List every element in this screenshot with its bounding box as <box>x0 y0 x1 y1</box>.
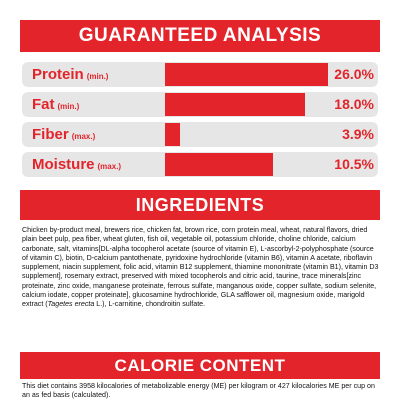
section-header: GUARANTEED ANALYSIS <box>20 20 380 52</box>
qualifier: (min.) <box>86 72 109 81</box>
nutrient-name: Fat <box>32 96 55 113</box>
nutrient-name: Fiber <box>32 126 69 143</box>
nutrient-name: Moisture <box>32 156 95 173</box>
value: 3.9% <box>342 126 374 142</box>
ingredients-text: Chicken by-product meal, brewers rice, c… <box>22 226 380 310</box>
qualifier: (min.) <box>57 102 80 111</box>
nutrient-label: Protein (min.) <box>32 66 108 83</box>
bar <box>165 153 273 176</box>
analysis-row: Protein (min.) 26.0% <box>22 62 378 87</box>
value: 10.5% <box>334 156 374 172</box>
analysis-row: Moisture (max.) 10.5% <box>22 152 378 177</box>
qualifier: (max.) <box>71 132 96 141</box>
section-header: CALORIE CONTENT <box>20 352 380 379</box>
bar <box>165 123 180 146</box>
bar <box>165 93 305 116</box>
nutrient-label: Fat (min.) <box>32 96 79 113</box>
calorie-text: This diet contains 3958 kilocalories of … <box>22 382 375 400</box>
bar <box>165 63 328 86</box>
nutrient-label: Moisture (max.) <box>32 156 121 173</box>
italic-text: Tagetes erecta <box>47 300 95 309</box>
analysis-row: Fat (min.) 18.0% <box>22 92 378 117</box>
qualifier: (max.) <box>97 162 122 171</box>
value: 18.0% <box>334 96 374 112</box>
text: L.), L-carnitine, chondroitin sulfate. <box>94 300 206 309</box>
nutrient-label: Fiber (max.) <box>32 126 95 143</box>
section-header: INGREDIENTS <box>20 190 380 220</box>
text: Chicken by-product meal, brewers rice, c… <box>22 226 379 309</box>
analysis-row: Fiber (max.) 3.9% <box>22 122 378 147</box>
value: 26.0% <box>334 66 374 82</box>
nutrient-name: Protein <box>32 66 84 83</box>
